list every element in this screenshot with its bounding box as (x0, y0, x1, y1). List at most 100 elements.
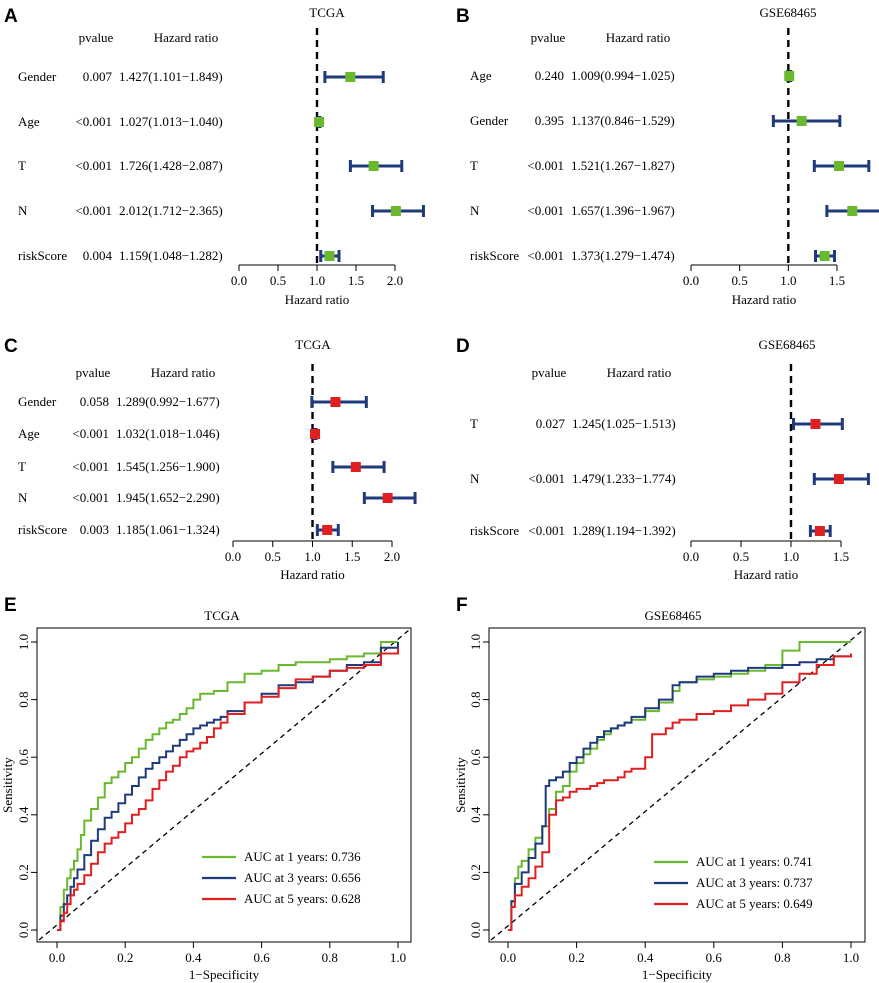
x-tick-label: 0.4 (637, 950, 654, 965)
hazard-ratio-marker (368, 161, 379, 171)
hazard-ratio-marker (382, 493, 393, 503)
roc-panel-e: E TCGA 0.0 0.2 0.4 0.6 0.8 1.0 1−Specificity 0.0 0… (0, 595, 412, 982)
forest-row: T <0.001 1.726(1.428−2.087) (18, 158, 404, 173)
x-tick-label: 1.0 (309, 273, 325, 288)
column-header-pvalue: pvalue (532, 365, 567, 380)
x-tick-label: 2.0 (384, 549, 400, 564)
row-label: T (470, 158, 478, 173)
x-tick-label: 0.4 (185, 950, 202, 965)
legend-entry: AUC at 3 years: 0.656 (244, 870, 361, 885)
row-hazard-ratio-text: 1.521(1.267−1.827) (571, 158, 675, 173)
row-pvalue: <0.001 (75, 158, 112, 173)
x-tick-label: 0.0 (683, 273, 699, 288)
panel-title: GSE68465 (758, 337, 815, 352)
forest-row: Gender 0.395 1.137(0.846−1.529) (470, 113, 842, 128)
x-tick-label: 1.5 (833, 549, 849, 564)
hazard-ratio-marker (345, 72, 356, 82)
x-tick-label: 2.0 (387, 273, 403, 288)
row-pvalue: <0.001 (75, 114, 112, 129)
hazard-ratio-marker (314, 117, 325, 127)
x-tick-label: 0.0 (49, 950, 65, 965)
hazard-ratio-marker (814, 526, 825, 536)
row-pvalue: <0.001 (527, 248, 564, 263)
panel-title: GSE68465 (759, 5, 816, 20)
forest-row: T <0.001 1.521(1.267−1.827) (470, 158, 871, 173)
hazard-ratio-marker (847, 206, 858, 216)
forest-row: riskScore 0.004 1.159(1.048−1.282) (18, 248, 341, 263)
forest-panel-c: C TCGA pvalue Hazard ratio Gender 0.058 1.289(… (4, 336, 417, 582)
hazard-ratio-marker (796, 116, 807, 126)
panel-title: TCGA (309, 5, 345, 20)
row-label: T (18, 158, 26, 173)
x-tick-label: 0.5 (732, 273, 748, 288)
row-label: N (18, 203, 28, 218)
row-hazard-ratio-text: 1.427(1.101−1.849) (119, 69, 223, 84)
row-pvalue: 0.004 (83, 248, 113, 263)
row-hazard-ratio-text: 1.945(1.652−2.290) (116, 490, 220, 505)
hazard-ratio-marker (784, 71, 795, 81)
forest-row: Age <0.001 1.027(1.013−1.040) (18, 114, 325, 129)
row-hazard-ratio-text: 1.479(1.233−1.774) (572, 471, 676, 486)
row-pvalue: <0.001 (75, 203, 112, 218)
x-axis-label: 1−Specificity (189, 967, 260, 982)
row-pvalue: 0.007 (83, 69, 113, 84)
row-pvalue: <0.001 (528, 523, 565, 538)
row-pvalue: 0.027 (536, 416, 566, 431)
forest-row: riskScore <0.001 1.373(1.279−1.474) (470, 248, 836, 263)
hazard-ratio-marker (833, 474, 844, 484)
x-tick-label: 1.5 (344, 549, 360, 564)
forest-panel-d: D GSE68465 pvalue Hazard ratio T 0.027 1.245(1… (456, 336, 870, 582)
row-label: Gender (470, 113, 509, 128)
y-axis-label: Sensitivity (453, 757, 468, 813)
row-label: N (470, 471, 480, 486)
x-tick-label: 0.2 (117, 950, 133, 965)
row-pvalue: <0.001 (527, 203, 564, 218)
plot-frame (36, 627, 412, 943)
row-label: riskScore (470, 248, 519, 263)
panel-label: E (4, 595, 17, 616)
row-label: riskScore (470, 523, 519, 538)
x-tick-label: 1.0 (390, 950, 406, 965)
legend-entry: AUC at 5 years: 0.628 (244, 891, 361, 906)
row-hazard-ratio-text: 1.032(1.018−1.046) (116, 426, 220, 441)
column-header-pvalue: pvalue (531, 30, 566, 45)
forest-row: riskScore 0.003 1.185(1.061−1.324) (18, 522, 340, 537)
y-tick-label: 0.6 (16, 749, 31, 766)
row-label: riskScore (18, 248, 67, 263)
row-pvalue: <0.001 (72, 426, 109, 441)
forest-panel-a: A TCGA pvalue Hazard ratio Gender 0.007 1.427(… (4, 5, 425, 307)
legend-entry: AUC at 5 years: 0.649 (696, 896, 813, 911)
row-hazard-ratio-text: 1.726(1.428−2.087) (119, 158, 223, 173)
x-axis-label: Hazard ratio (732, 292, 797, 307)
row-hazard-ratio-text: 1.159(1.048−1.282) (119, 248, 223, 263)
row-hazard-ratio-text: 2.012(1.712−2.365) (119, 203, 223, 218)
hazard-ratio-marker (350, 462, 361, 472)
hazard-ratio-marker (324, 251, 335, 261)
x-tick-label: 1.0 (780, 273, 796, 288)
hazard-ratio-marker (819, 251, 830, 261)
x-tick-label: 0.0 (231, 273, 247, 288)
x-axis-label: Hazard ratio (280, 567, 345, 582)
x-tick-label: 1.0 (783, 549, 799, 564)
x-tick-label: 0.8 (774, 950, 790, 965)
row-pvalue: 0.395 (535, 113, 564, 128)
panel-title: TCGA (295, 337, 331, 352)
legend-entry: AUC at 1 years: 0.741 (696, 854, 813, 869)
row-label: Gender (18, 69, 57, 84)
x-tick-label: 0.2 (568, 950, 584, 965)
x-tick-label: 0.0 (500, 950, 516, 965)
forest-panel-b: B GSE68465 pvalue Hazard ratio Age 0.240 1.009… (456, 5, 879, 307)
plot-frame (488, 627, 866, 943)
x-tick-label: 0.8 (322, 950, 338, 965)
forest-row: Age <0.001 1.032(1.018−1.046) (18, 426, 321, 441)
y-tick-label: 0.8 (16, 691, 31, 707)
y-tick-label: 0.4 (468, 806, 483, 823)
roc-curve-series (508, 653, 852, 931)
column-header-pvalue: pvalue (79, 30, 114, 45)
panel-label: A (4, 6, 18, 27)
panel-label: D (456, 336, 470, 357)
y-tick-label: 0.0 (16, 922, 31, 938)
hazard-ratio-marker (322, 525, 333, 535)
panel-label: F (456, 595, 468, 616)
